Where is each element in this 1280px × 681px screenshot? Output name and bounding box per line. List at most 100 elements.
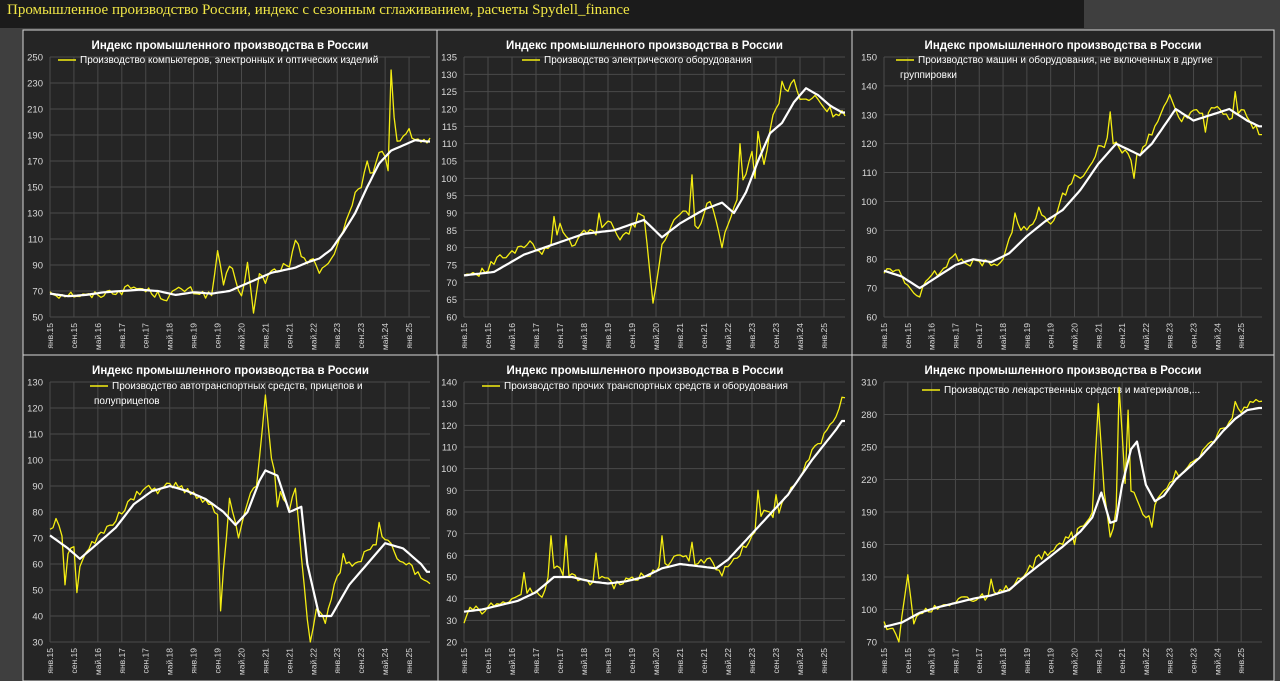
- x-tick-label: сен.21: [699, 648, 709, 674]
- legend-label: Производство прочих транспортных средств…: [504, 380, 788, 392]
- x-tick-label: янв.15: [459, 648, 469, 674]
- series-line-smoothed: [463, 87, 845, 277]
- x-tick-label: янв.15: [879, 323, 889, 349]
- chart-title: Индекс промышленного производства в Росс…: [92, 40, 369, 52]
- y-tick-label: 310: [861, 378, 877, 389]
- series-line-smoothed: [49, 469, 430, 618]
- y-tick-label: 190: [861, 508, 877, 519]
- y-tick-label: 60: [446, 551, 457, 562]
- chart-title: Индекс промышленного производства в Росс…: [506, 40, 783, 52]
- chart-panel-1: 50 70 90 110 130 150 170 190 210 230 250 янв.15 сен.…: [22, 29, 438, 356]
- y-tick-label: 250: [861, 443, 877, 454]
- series-line-raw: [463, 78, 846, 304]
- x-tick-label: сен.19: [1046, 648, 1056, 674]
- x-tick-label: янв.25: [404, 648, 414, 674]
- y-tick-label: 100: [861, 197, 877, 208]
- y-tick-label: 80: [866, 255, 877, 266]
- x-tick-label: сен.19: [627, 648, 637, 674]
- y-tick-label: 130: [441, 70, 457, 81]
- y-tick-label: 90: [32, 482, 43, 493]
- y-tick-label: 65: [446, 295, 457, 306]
- x-tick-label: май.22: [723, 323, 733, 350]
- legend-label: Производство лекарственных средств и мат…: [944, 385, 1200, 396]
- x-tick-label: янв.21: [1093, 323, 1103, 349]
- legend-label: Производство автотранспортных средств, п…: [112, 381, 363, 392]
- y-tick-label: 130: [27, 378, 43, 389]
- legend-label: Производство электрического оборудования: [544, 54, 752, 66]
- x-tick-label: янв.23: [747, 323, 757, 349]
- x-tick-label: янв.25: [819, 323, 829, 349]
- y-tick-label: 90: [446, 486, 457, 497]
- legend-label: Производство компьютеров, электронных и …: [80, 55, 378, 66]
- chart-panel-3: 60 70 80 90 100 110 120 130 140 150 янв.15 сен.15 ма…: [851, 29, 1275, 356]
- chart-panel-6: 70 100 130 160 190 220 250 280 310 янв.15 сен.15 ма…: [851, 354, 1275, 681]
- x-tick-label: янв.23: [332, 323, 342, 349]
- x-tick-label: май.18: [165, 648, 175, 675]
- x-tick-label: май.20: [236, 323, 246, 350]
- series-line-smoothed: [463, 419, 845, 613]
- x-tick-label: сен.23: [356, 323, 366, 349]
- y-tick-label: 95: [446, 191, 457, 202]
- x-tick-label: сен.17: [555, 648, 565, 674]
- y-tick-label: 150: [861, 53, 877, 64]
- y-tick-label: 190: [27, 131, 43, 142]
- x-tick-label: янв.17: [950, 648, 960, 674]
- x-tick-label: сен.17: [974, 323, 984, 349]
- x-tick-label: май.20: [1069, 323, 1079, 350]
- y-tick-label: 70: [866, 638, 877, 649]
- x-tick-label: май.18: [998, 648, 1008, 675]
- page-title: Промышленное производство России, индекс…: [7, 2, 630, 18]
- x-tick-label: май.16: [507, 648, 517, 675]
- y-tick-label: 60: [32, 560, 43, 571]
- y-tick-label: 110: [442, 443, 457, 454]
- x-tick-label: янв.17: [531, 323, 541, 349]
- y-tick-label: 100: [441, 174, 457, 185]
- x-tick-label: сен.19: [213, 648, 223, 674]
- y-tick-label: 110: [862, 168, 877, 179]
- x-tick-label: янв.23: [1165, 323, 1175, 349]
- y-tick-label: 220: [861, 475, 877, 486]
- series-line-raw: [49, 69, 431, 314]
- x-tick-label: сен.17: [974, 648, 984, 674]
- headline-bar: Промышленное производство России, индекс…: [0, 0, 1084, 28]
- x-tick-label: сен.15: [483, 323, 493, 349]
- y-tick-label: 80: [446, 243, 457, 254]
- x-tick-label: май.24: [380, 648, 390, 675]
- x-tick-label: сен.23: [356, 648, 366, 674]
- y-tick-label: 80: [32, 508, 43, 519]
- chart-panel-2: 60 65 70 75 80 85 90 95 100 105 110 115 120 125 130 135…: [436, 29, 853, 356]
- y-tick-label: 150: [27, 183, 43, 194]
- x-tick-label: май.18: [998, 323, 1008, 350]
- y-tick-label: 70: [32, 534, 43, 545]
- y-tick-label: 105: [441, 157, 457, 168]
- series-line-raw: [49, 394, 431, 643]
- x-tick-label: янв.15: [879, 648, 889, 674]
- chart-title: Индекс промышленного производства в Росс…: [92, 365, 369, 377]
- y-tick-label: 130: [861, 110, 877, 121]
- y-tick-label: 100: [861, 605, 877, 616]
- x-tick-label: янв.25: [404, 323, 414, 349]
- y-tick-label: 85: [446, 226, 457, 237]
- y-tick-label: 70: [866, 284, 877, 295]
- x-tick-label: сен.23: [1189, 648, 1199, 674]
- x-tick-label: май.18: [165, 323, 175, 350]
- chart-frame: [22, 29, 438, 356]
- x-tick-label: сен.19: [627, 323, 637, 349]
- x-tick-label: май.16: [93, 648, 103, 675]
- x-tick-label: янв.15: [45, 323, 55, 349]
- x-tick-label: янв.17: [531, 648, 541, 674]
- x-tick-label: май.20: [651, 323, 661, 350]
- y-tick-label: 50: [446, 573, 457, 584]
- y-tick-label: 120: [861, 139, 877, 150]
- series-line-smoothed: [883, 406, 1262, 628]
- y-tick-label: 110: [28, 430, 43, 441]
- y-tick-label: 230: [27, 79, 43, 90]
- y-tick-label: 60: [446, 313, 457, 324]
- x-tick-label: май.22: [723, 648, 733, 675]
- x-tick-label: янв.25: [819, 648, 829, 674]
- y-tick-label: 40: [32, 612, 43, 623]
- x-tick-label: сен.15: [69, 648, 79, 674]
- x-tick-label: сен.21: [1117, 648, 1127, 674]
- y-tick-label: 70: [446, 529, 457, 540]
- x-tick-label: сен.15: [903, 648, 913, 674]
